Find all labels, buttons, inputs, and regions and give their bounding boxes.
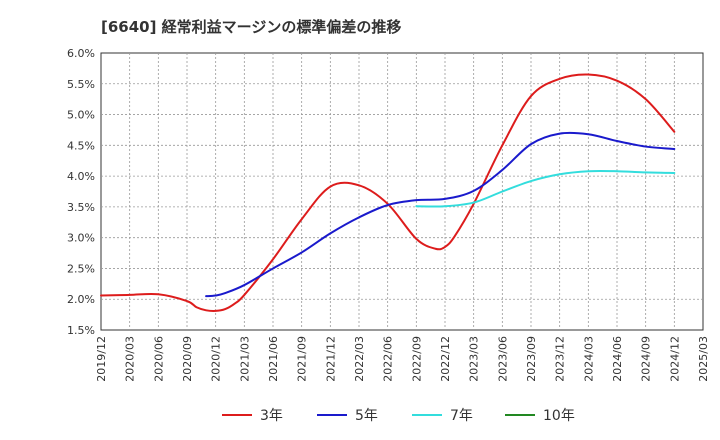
- legend-swatch-10y: [505, 414, 535, 416]
- legend-swatch-3y: [222, 414, 252, 416]
- y-tick-label: 4.5%: [67, 139, 95, 152]
- y-tick-label: 5.0%: [67, 109, 95, 122]
- legend-item-3y: 3年: [222, 404, 283, 426]
- x-tick-label: 2022/09: [410, 336, 423, 382]
- y-tick-label: 3.5%: [67, 201, 95, 214]
- x-tick-label: 2023/09: [525, 336, 538, 382]
- y-tick-label: 1.5%: [67, 324, 95, 337]
- chart-title: [6640] 経常利益マージンの標準偏差の推移: [101, 18, 402, 36]
- x-tick-label: 2021/09: [296, 336, 309, 382]
- x-tick-label: 2023/12: [554, 336, 567, 382]
- x-tick-label: 2019/12: [95, 336, 108, 382]
- legend-item-7y: 7年: [412, 404, 473, 426]
- series-line-5y: [205, 131, 676, 298]
- x-tick-label: 2024/09: [640, 336, 653, 382]
- x-tick-label: 2025/03: [697, 336, 710, 382]
- x-tick-label: 2020/09: [181, 336, 194, 382]
- x-tick-label: 2024/03: [582, 336, 595, 382]
- y-tick-label: 2.0%: [67, 293, 95, 306]
- x-tick-label: 2020/03: [124, 336, 137, 382]
- line-chart: 1.5% 2.0% 2.5% 3.0% 3.5% 4.0% 4.5% 5.0% 5.5% 6.0%…: [67, 47, 710, 382]
- x-tick-label: 2021/12: [324, 336, 337, 382]
- x-tick-label: 2024/06: [611, 336, 624, 382]
- legend-item-10y: 10年: [505, 404, 575, 426]
- y-tick-label: 5.5%: [67, 78, 95, 91]
- legend-label-5y: 5年: [355, 408, 378, 424]
- legend-swatch-7y: [412, 414, 442, 416]
- x-tick-label: 2022/12: [439, 336, 452, 382]
- legend-swatch-5y: [317, 414, 347, 416]
- y-tick-label: 2.5%: [67, 262, 95, 275]
- x-tick-label: 2024/12: [668, 336, 681, 382]
- y-tick-label: 3.0%: [67, 232, 95, 245]
- x-tick-label: 2021/03: [238, 336, 251, 382]
- x-tick-label: 2023/03: [468, 336, 481, 382]
- x-tick-label: 2022/06: [382, 336, 395, 382]
- legend-label-3y: 3年: [260, 408, 283, 424]
- x-tick-label: 2023/06: [496, 336, 509, 382]
- legend: 3年 5年 7年 10年: [0, 400, 720, 430]
- x-tick-label: 2020/12: [210, 336, 223, 382]
- legend-label-7y: 7年: [450, 408, 473, 424]
- x-tick-label: 2022/03: [353, 336, 366, 382]
- series-line-3y: [100, 73, 676, 312]
- series-line-7y: [415, 169, 676, 208]
- x-tick-label: 2021/06: [267, 336, 280, 382]
- legend-label-10y: 10年: [543, 408, 575, 424]
- x-tick-label: 2020/06: [152, 336, 165, 382]
- y-tick-label: 4.0%: [67, 170, 95, 183]
- y-tick-label: 6.0%: [67, 47, 95, 60]
- legend-item-5y: 5年: [317, 404, 378, 426]
- plot-area: [100, 52, 704, 331]
